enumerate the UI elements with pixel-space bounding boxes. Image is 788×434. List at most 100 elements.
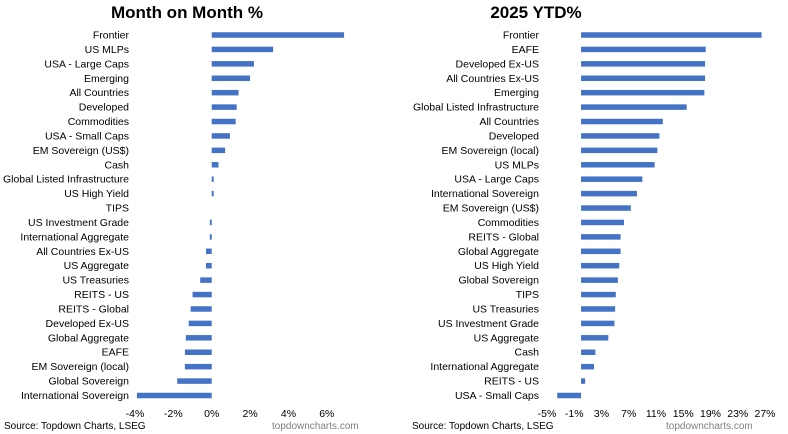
bar-chart-plot: Frontier EAFE Developed Ex-US All Countries…: [413, 30, 776, 421]
category-label: REITS - Global: [468, 231, 539, 243]
category-label: EM Sovereign (US$): [443, 203, 539, 215]
category-label: Global Sovereign: [458, 275, 539, 287]
category-label: EAFE: [102, 347, 129, 359]
bar: [581, 75, 706, 82]
bar: [185, 335, 212, 341]
bar: [581, 32, 762, 38]
bar: [581, 262, 620, 269]
bar: [184, 349, 212, 355]
category-label: REITS - Global: [58, 303, 129, 315]
category-label: International Aggregate: [20, 231, 129, 243]
bar: [581, 306, 616, 312]
x-tick-label: 3%: [594, 408, 609, 420]
category-label: Developed: [79, 102, 129, 114]
bar: [581, 248, 621, 255]
x-tick-label: -5%: [538, 408, 557, 420]
bar: [581, 46, 706, 53]
category-label: US MLPs: [495, 159, 539, 171]
x-tick-label: 2%: [242, 408, 257, 420]
chart-title: 2025 YTD%: [490, 3, 582, 22]
bar: [211, 104, 237, 110]
credit-watermark: topdowncharts.com: [272, 421, 359, 432]
category-label: US MLPs: [85, 44, 129, 56]
x-tick-label: -4%: [126, 408, 145, 420]
category-label: Cash: [514, 347, 539, 359]
category-label: All Countries: [479, 116, 539, 128]
category-label: EAFE: [512, 44, 539, 56]
bar: [581, 277, 618, 283]
category-label: US High Yield: [474, 260, 539, 272]
bar: [200, 277, 212, 283]
category-label: US High Yield: [64, 188, 129, 200]
bar: [581, 133, 660, 139]
category-label: All Countries: [69, 87, 129, 99]
bar: [581, 176, 643, 182]
x-tick-label: 11%: [646, 408, 666, 420]
x-tick-label: 23%: [727, 408, 748, 420]
category-label: USA - Large Caps: [454, 174, 539, 186]
category-label: Commodities: [68, 116, 129, 128]
category-label: US Treasuries: [472, 303, 539, 315]
bar: [581, 205, 631, 211]
category-label: US Treasuries: [62, 275, 129, 287]
bar: [581, 118, 663, 125]
bar: [581, 147, 658, 154]
bar: [581, 234, 621, 240]
category-label: TIPS: [106, 203, 129, 215]
category-label: Developed Ex-US: [46, 318, 129, 330]
category-label: USA - Small Caps: [455, 390, 539, 402]
bar: [581, 104, 687, 110]
category-label: All Countries Ex-US: [446, 73, 539, 85]
bar: [177, 378, 212, 384]
bar: [209, 234, 212, 240]
bar: [581, 190, 637, 197]
category-label: International Aggregate: [430, 361, 539, 373]
bar: [211, 190, 214, 197]
x-tick-label: -2%: [164, 408, 183, 420]
bar: [192, 291, 212, 298]
bar: [190, 306, 212, 312]
bar: [581, 378, 586, 384]
category-label: Frontier: [93, 30, 130, 42]
x-tick-label: 15%: [673, 408, 694, 420]
category-label: US Aggregate: [64, 260, 130, 272]
category-label: International Sovereign: [431, 188, 539, 200]
category-label: USA - Small Caps: [45, 130, 129, 142]
category-label: Global Aggregate: [48, 332, 129, 344]
bar: [581, 89, 705, 96]
bar: [136, 392, 212, 399]
bar: [211, 118, 236, 125]
category-label: All Countries Ex-US: [36, 246, 129, 258]
category-label: US Aggregate: [474, 332, 540, 344]
x-tick-label: 0%: [204, 408, 219, 420]
x-tick-label: 4%: [281, 408, 296, 420]
bar: [581, 219, 624, 226]
category-label: EM Sovereign (local): [442, 145, 539, 157]
bar: [581, 349, 596, 355]
bar: [211, 176, 214, 182]
bar: [211, 61, 254, 67]
bar: [581, 162, 655, 168]
bar: [211, 162, 219, 168]
category-label: Developed Ex-US: [456, 58, 539, 70]
category-label: Global Listed Infrastructure: [413, 102, 539, 114]
chart-title: Month on Month %: [110, 3, 263, 22]
category-label: Commodities: [478, 217, 539, 229]
category-label: EM Sovereign (local): [32, 361, 129, 373]
bar: [581, 363, 595, 370]
chart-panel-month-on-month: Month on Month % Frontier US MLPs USA - La…: [3, 3, 359, 432]
bar: [211, 147, 226, 154]
category-label: International Sovereign: [21, 390, 129, 402]
bar: [184, 363, 212, 370]
category-label: Emerging: [494, 87, 539, 99]
x-tick-label: -1%: [565, 408, 584, 420]
category-label: Global Sovereign: [48, 376, 129, 388]
bar: [205, 248, 212, 255]
category-label: REITS - US: [484, 376, 539, 388]
bar: [209, 219, 212, 226]
category-label: Cash: [104, 159, 129, 171]
x-tick-label: 19%: [700, 408, 721, 420]
source-note: Source: Topdown Charts, LSEG: [4, 421, 146, 432]
bar: [581, 320, 615, 327]
bar-chart-plot: Frontier US MLPs USA - Large Caps Emerging A…: [3, 30, 345, 420]
